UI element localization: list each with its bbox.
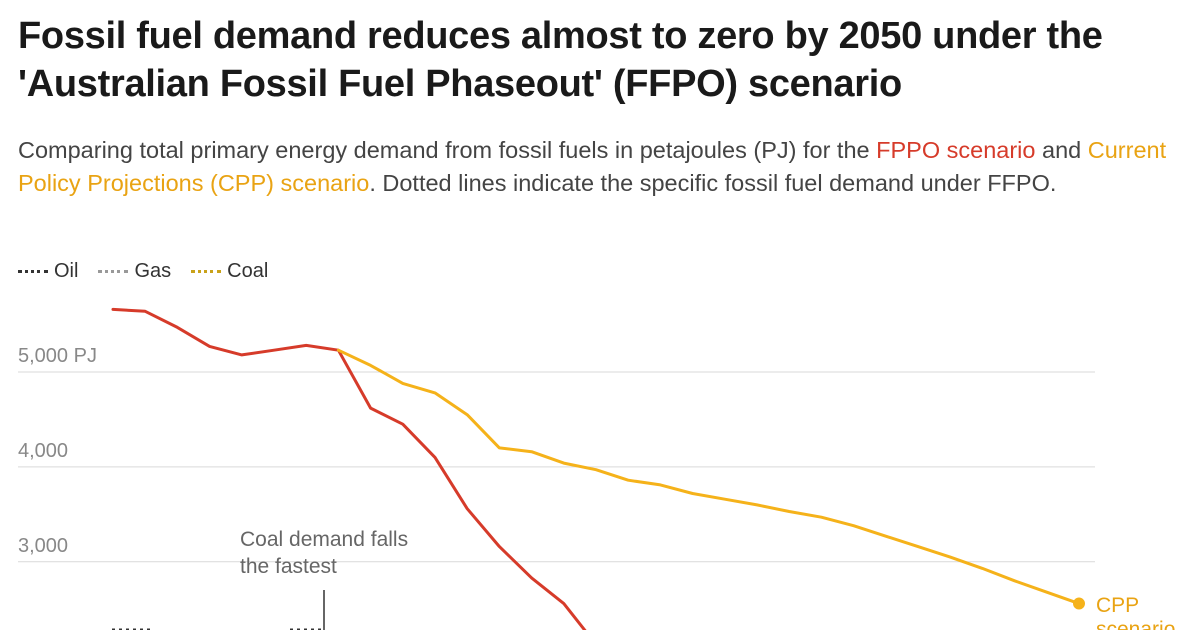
legend-item-oil: Oil: [18, 260, 78, 283]
series-line-ffpo: [111, 307, 587, 630]
subtitle-ffpo-highlight: FPPO scenario: [876, 137, 1036, 163]
subtitle-text-1: Comparing total primary energy demand fr…: [18, 137, 877, 163]
chart-title: Fossil fuel demand reduces almost to zer…: [18, 15, 1103, 105]
annotation-text-line2: the fastest: [240, 555, 337, 578]
grid-layer: [18, 371, 1095, 563]
legend-swatch-gas: [98, 269, 129, 273]
y-tick-label-5000: 5,000 PJ: [18, 345, 97, 367]
legend-item-gas: Gas: [98, 260, 171, 283]
legend-swatch-coal: [191, 269, 222, 273]
legend-item-coal: Coal: [191, 260, 268, 283]
legend-label-oil: Oil: [54, 259, 79, 282]
subtitle-text-2: and: [1035, 137, 1088, 163]
chart-legend: Oil Gas Coal: [18, 258, 288, 284]
legend-label-coal: Coal: [227, 259, 269, 282]
series-layer: [111, 307, 1085, 630]
cpp-end-label-line2: scenario: [1096, 618, 1175, 630]
end-labels: CPP scenario: [1096, 594, 1175, 630]
series-line-cpp: [336, 348, 1081, 606]
y-tick-labels: 5,000 PJ 4,000 3,000: [18, 345, 97, 557]
legend-swatch-oil: [18, 269, 48, 273]
series-endpoint-cpp: [1073, 597, 1085, 610]
annotation-text-line1: Coal demand falls: [240, 528, 408, 551]
subtitle-text-3: . Dotted lines indicate the specific fos…: [369, 170, 1057, 196]
cpp-end-label-line1: CPP: [1096, 594, 1139, 617]
y-tick-label-4000: 4,000: [18, 440, 68, 462]
annotation-group: Coal demand falls the fastest: [240, 528, 408, 630]
legend-label-gas: Gas: [134, 259, 172, 282]
line-chart: 5,000 PJ 4,000 3,000 Coal demand falls the…: [18, 307, 1175, 630]
y-tick-label-3000: 3,000: [18, 535, 68, 557]
chart-subtitle: Comparing total primary energy demand fr…: [18, 134, 1178, 200]
subtitle-cpp-highlight: Current Policy Projections (CPP) scenari…: [18, 137, 1167, 196]
